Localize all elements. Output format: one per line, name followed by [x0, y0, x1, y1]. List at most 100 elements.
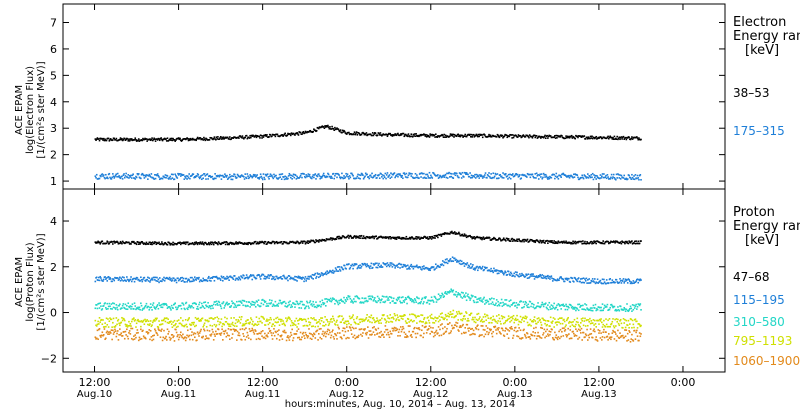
data-point	[305, 305, 307, 308]
data-point	[186, 280, 188, 283]
data-point	[179, 243, 182, 246]
data-point	[105, 325, 107, 328]
data-point	[472, 316, 474, 319]
data-point	[553, 326, 555, 328]
data-point	[338, 299, 340, 302]
data-point	[332, 127, 335, 130]
data-point	[171, 326, 174, 329]
data-point	[512, 173, 514, 175]
data-point	[348, 177, 350, 180]
data-point	[591, 309, 594, 312]
data-point	[187, 139, 190, 142]
data-point	[631, 176, 634, 179]
data-point	[568, 322, 570, 324]
data-point	[408, 266, 410, 269]
data-point	[568, 174, 570, 177]
data-point	[521, 318, 523, 321]
y-tick-label: 6	[50, 43, 57, 56]
data-point	[500, 323, 502, 325]
data-point	[460, 177, 463, 179]
data-point	[595, 326, 598, 328]
data-point	[114, 330, 117, 332]
data-point	[179, 304, 182, 307]
data-point	[383, 176, 386, 179]
data-point	[102, 334, 105, 336]
data-point	[509, 316, 512, 319]
data-point	[143, 177, 146, 179]
data-point	[264, 275, 266, 278]
data-point	[263, 176, 265, 179]
data-point	[443, 176, 445, 178]
data-point	[491, 301, 494, 303]
data-point	[129, 278, 132, 281]
data-point	[409, 313, 411, 316]
data-point	[218, 138, 221, 140]
data-point	[544, 302, 547, 305]
data-point	[455, 135, 458, 138]
data-point	[489, 270, 492, 273]
data-point	[540, 305, 542, 308]
data-point	[239, 135, 242, 137]
data-point	[454, 294, 457, 296]
data-point	[479, 174, 481, 176]
data-point	[566, 308, 569, 311]
data-point	[145, 241, 148, 244]
data-point	[246, 276, 249, 278]
data-point	[631, 138, 634, 140]
data-point	[397, 237, 400, 239]
data-point	[521, 306, 524, 309]
data-point	[240, 339, 243, 341]
data-point	[422, 302, 424, 305]
data-point	[640, 178, 642, 181]
data-point	[564, 325, 567, 328]
data-point	[545, 324, 548, 327]
data-point	[151, 309, 153, 311]
data-point	[318, 175, 321, 177]
data-point	[217, 300, 220, 303]
data-point	[537, 136, 539, 139]
data-point	[205, 242, 207, 244]
data-point	[288, 242, 291, 244]
data-point	[245, 305, 247, 308]
data-point	[484, 134, 486, 136]
data-point	[303, 280, 305, 283]
data-point	[411, 265, 414, 268]
data-point	[271, 299, 273, 302]
data-point	[362, 318, 364, 321]
data-point	[321, 125, 324, 127]
data-point	[122, 138, 125, 141]
data-point	[460, 291, 463, 294]
data-point	[242, 332, 244, 335]
data-point	[225, 176, 228, 178]
data-point	[633, 326, 635, 329]
data-point	[498, 272, 500, 275]
data-point	[112, 243, 114, 245]
data-point	[236, 243, 238, 245]
data-point	[477, 269, 479, 272]
data-point	[230, 317, 233, 319]
data-point	[589, 322, 592, 325]
data-point	[374, 132, 377, 135]
data-point	[218, 301, 221, 304]
data-point	[542, 172, 545, 175]
data-point	[619, 280, 622, 282]
data-point	[281, 134, 284, 136]
data-point	[553, 136, 555, 138]
data-point	[419, 266, 422, 269]
data-point	[553, 240, 555, 242]
data-point	[503, 135, 506, 138]
data-point	[457, 232, 459, 235]
data-point	[570, 304, 572, 307]
data-point	[374, 262, 377, 265]
data-point	[182, 337, 185, 340]
data-point	[635, 240, 637, 242]
data-point	[601, 326, 604, 328]
data-point	[323, 127, 326, 129]
data-point	[516, 306, 518, 309]
data-point	[533, 177, 536, 179]
data-point	[621, 240, 623, 243]
data-point	[282, 134, 285, 137]
data-point	[129, 305, 132, 307]
data-point	[266, 302, 268, 305]
data-point	[197, 333, 200, 335]
